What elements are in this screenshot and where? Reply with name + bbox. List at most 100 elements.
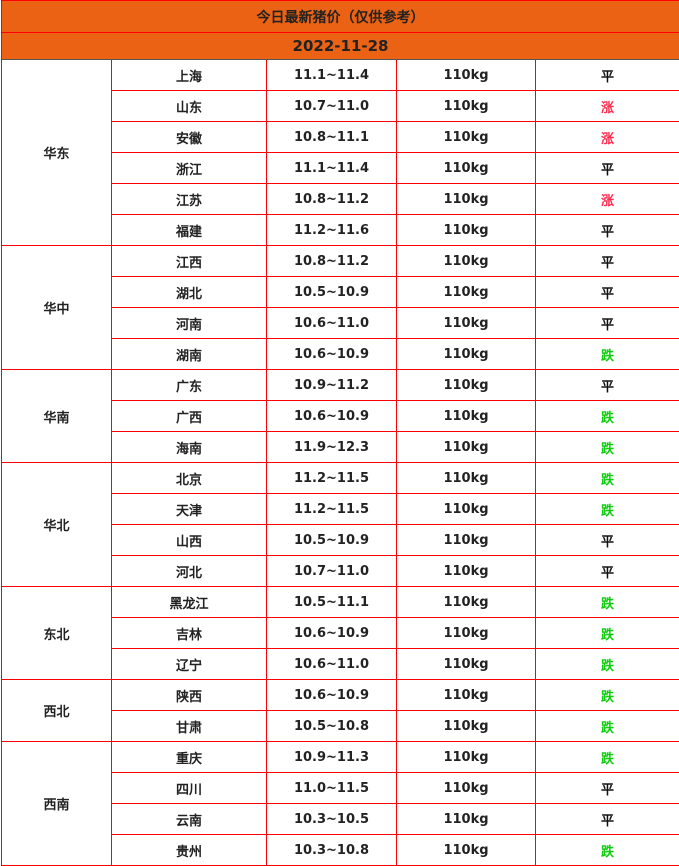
trend-cell: 跌 bbox=[534, 834, 679, 866]
price-cell: 10.7~11.0 bbox=[266, 90, 397, 122]
region-cell: 东北 bbox=[1, 586, 112, 680]
province-cell: 贵州 bbox=[111, 834, 267, 866]
weight-cell: 110kg bbox=[396, 59, 536, 91]
price-cell: 10.5~11.1 bbox=[266, 586, 397, 618]
price-cell: 11.2~11.5 bbox=[266, 462, 397, 494]
trend-cell: 跌 bbox=[534, 493, 679, 525]
weight-cell: 110kg bbox=[396, 338, 536, 370]
table-row: 山东 10.7~11.0 110kg 涨 bbox=[2, 90, 679, 122]
table-row: 江苏 10.8~11.2 110kg 涨 bbox=[2, 183, 679, 215]
trend-cell: 平 bbox=[534, 555, 679, 587]
table-row: 湖北 10.5~10.9 110kg 平 bbox=[2, 276, 679, 308]
price-cell: 10.3~10.5 bbox=[266, 803, 397, 835]
price-cell: 11.2~11.6 bbox=[266, 214, 397, 246]
price-cell: 10.8~11.2 bbox=[266, 245, 397, 277]
table-row: 山西 10.5~10.9 110kg 平 bbox=[2, 524, 679, 556]
table-row: 云南 10.3~10.5 110kg 平 bbox=[2, 803, 679, 835]
price-cell: 10.9~11.3 bbox=[266, 741, 397, 773]
table-row: 湖南 10.6~10.9 110kg 跌 bbox=[2, 338, 679, 370]
trend-cell: 跌 bbox=[534, 710, 679, 742]
trend-cell: 涨 bbox=[534, 183, 679, 215]
price-cell: 10.5~10.9 bbox=[266, 524, 397, 556]
table-row: 吉林 10.6~10.9 110kg 跌 bbox=[2, 617, 679, 649]
price-cell: 11.9~12.3 bbox=[266, 431, 397, 463]
province-cell: 安徽 bbox=[111, 121, 267, 153]
weight-cell: 110kg bbox=[396, 772, 536, 804]
trend-cell: 跌 bbox=[534, 679, 679, 711]
weight-cell: 110kg bbox=[396, 617, 536, 649]
price-cell: 11.1~11.4 bbox=[266, 152, 397, 184]
trend-cell: 平 bbox=[534, 214, 679, 246]
province-cell: 江西 bbox=[111, 245, 267, 277]
trend-cell: 平 bbox=[534, 803, 679, 835]
province-cell: 河北 bbox=[111, 555, 267, 587]
province-cell: 云南 bbox=[111, 803, 267, 835]
province-cell: 湖北 bbox=[111, 276, 267, 308]
table-row: 华中 江西 10.8~11.2 110kg 平 bbox=[1, 245, 679, 370]
weight-cell: 110kg bbox=[396, 586, 536, 618]
province-cell: 山东 bbox=[111, 90, 267, 122]
province-cell: 甘肃 bbox=[111, 710, 267, 742]
province-cell: 河南 bbox=[111, 307, 267, 339]
region-cell: 西北 bbox=[1, 679, 112, 742]
weight-cell: 110kg bbox=[396, 431, 536, 463]
trend-cell: 跌 bbox=[534, 431, 679, 463]
price-cell: 10.5~10.9 bbox=[266, 276, 397, 308]
province-cell: 山西 bbox=[111, 524, 267, 556]
province-cell: 辽宁 bbox=[111, 648, 267, 680]
province-cell: 吉林 bbox=[111, 617, 267, 649]
weight-cell: 110kg bbox=[396, 679, 536, 711]
trend-cell: 跌 bbox=[534, 741, 679, 773]
table-row: 辽宁 10.6~11.0 110kg 跌 bbox=[2, 648, 679, 680]
trend-cell: 平 bbox=[534, 524, 679, 556]
trend-cell: 涨 bbox=[534, 121, 679, 153]
trend-cell: 平 bbox=[534, 276, 679, 308]
province-cell: 天津 bbox=[111, 493, 267, 525]
weight-cell: 110kg bbox=[396, 307, 536, 339]
trend-cell: 平 bbox=[534, 369, 679, 401]
weight-cell: 110kg bbox=[396, 183, 536, 215]
province-cell: 广西 bbox=[111, 400, 267, 432]
province-cell: 北京 bbox=[111, 462, 267, 494]
price-cell: 10.8~11.2 bbox=[266, 183, 397, 215]
table-row: 华北 北京 11.2~11.5 110kg 跌 bbox=[1, 462, 679, 587]
table-row: 福建 11.2~11.6 110kg 平 bbox=[2, 214, 679, 246]
region-cell: 华东 bbox=[1, 59, 112, 246]
price-cell: 11.0~11.5 bbox=[266, 772, 397, 804]
table-row: 东北 黑龙江 10.5~11.1 110kg 跌 bbox=[1, 586, 679, 680]
price-cell: 10.5~10.8 bbox=[266, 710, 397, 742]
province-cell: 浙江 bbox=[111, 152, 267, 184]
trend-cell: 涨 bbox=[534, 90, 679, 122]
trend-cell: 平 bbox=[534, 245, 679, 277]
weight-cell: 110kg bbox=[396, 276, 536, 308]
weight-cell: 110kg bbox=[396, 524, 536, 556]
weight-cell: 110kg bbox=[396, 245, 536, 277]
table-row: 甘肃 10.5~10.8 110kg 跌 bbox=[2, 710, 679, 742]
province-cell: 广东 bbox=[111, 369, 267, 401]
trend-cell: 跌 bbox=[534, 586, 679, 618]
region-cell: 西南 bbox=[1, 741, 112, 866]
weight-cell: 110kg bbox=[396, 90, 536, 122]
date-row: 2022-11-28 bbox=[0, 32, 679, 60]
weight-cell: 110kg bbox=[396, 369, 536, 401]
weight-cell: 110kg bbox=[396, 462, 536, 494]
region-cell: 华中 bbox=[1, 245, 112, 370]
trend-cell: 跌 bbox=[534, 338, 679, 370]
weight-cell: 110kg bbox=[396, 214, 536, 246]
price-cell: 10.6~11.0 bbox=[266, 648, 397, 680]
weight-cell: 110kg bbox=[396, 152, 536, 184]
table-row: 浙江 11.1~11.4 110kg 平 bbox=[2, 152, 679, 184]
weight-cell: 110kg bbox=[396, 121, 536, 153]
price-cell: 10.6~10.9 bbox=[266, 617, 397, 649]
table-row: 河南 10.6~11.0 110kg 平 bbox=[2, 307, 679, 339]
table-title: 今日最新猪价（仅供参考） bbox=[0, 0, 679, 33]
weight-cell: 110kg bbox=[396, 710, 536, 742]
table-row: 贵州 10.3~10.8 110kg 跌 bbox=[2, 834, 679, 866]
province-cell: 上海 bbox=[111, 59, 267, 91]
table-row: 安徽 10.8~11.1 110kg 涨 bbox=[2, 121, 679, 153]
weight-cell: 110kg bbox=[396, 648, 536, 680]
table-date: 2022-11-28 bbox=[0, 32, 679, 60]
price-cell: 11.2~11.5 bbox=[266, 493, 397, 525]
province-cell: 湖南 bbox=[111, 338, 267, 370]
